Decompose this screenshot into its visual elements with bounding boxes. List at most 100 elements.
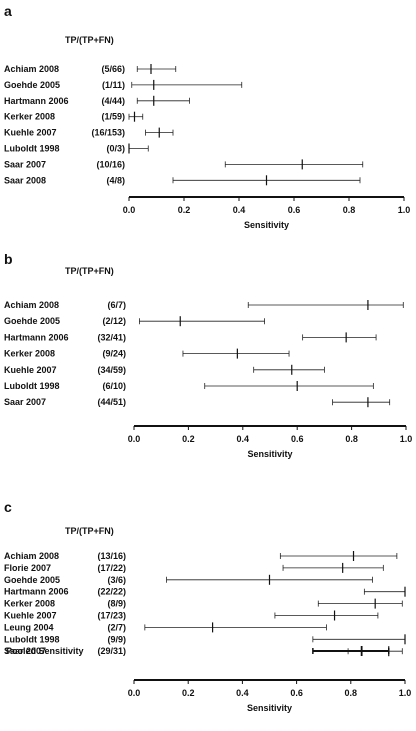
- study-name: Kuehle 2007: [4, 365, 57, 375]
- study-count: (9/9): [107, 634, 126, 644]
- x-tick-label: 0.8: [345, 434, 358, 444]
- study-count: (17/23): [97, 611, 126, 621]
- study-name: Kerker 2008: [4, 112, 55, 122]
- study-name: Achiam 2008: [4, 551, 59, 561]
- x-axis: 0.0 0.2 0.4 0.6 0.8 1.0 Sensitivity: [128, 425, 413, 459]
- study-row: Leung 2004 (2/7): [4, 622, 327, 633]
- study-count: (22/22): [97, 587, 126, 597]
- study-row: Goehde 2005 (3/6): [4, 574, 373, 585]
- x-tick-label: 0.8: [343, 205, 356, 215]
- study-count: (1/59): [101, 112, 125, 122]
- forest-panel-a: a TP/(TP+FN) Achiam 2008 (5/66) Goehde 2005 (…: [4, 3, 410, 230]
- study-row: Hartmann 2006 (32/41): [4, 332, 377, 343]
- x-tick-label: 0.2: [178, 205, 191, 215]
- study-count: (34/59): [97, 365, 126, 375]
- x-axis-title: Sensitivity: [247, 449, 292, 459]
- study-name: Hartmann 2006: [4, 96, 69, 106]
- x-axis: 0.0 0.2 0.4 0.6 0.8 1.0 Sensitivity: [128, 679, 412, 713]
- study-row: Luboldt 1998 (0/3): [4, 143, 149, 154]
- x-tick-label: 0.4: [236, 688, 249, 698]
- x-tick-label: 0.8: [345, 688, 358, 698]
- pooled-row: Pooled Sensitivity: [6, 646, 390, 656]
- study-count: (6/10): [102, 381, 126, 391]
- x-axis: 0.0 0.2 0.4 0.6 0.8 1.0 Sensitivity: [123, 196, 411, 230]
- study-name: Hartmann 2006: [4, 587, 69, 597]
- study-count: (10/16): [96, 159, 125, 169]
- forest-panel-b: b TP/(TP+FN) Achiam 2008 (6/7) Goehde 2005 (2…: [4, 251, 412, 459]
- study-row: Kerker 2008 (1/59): [4, 111, 144, 122]
- study-count: (8/9): [107, 599, 126, 609]
- study-row: Kerker 2008 (8/9): [4, 598, 403, 609]
- study-count: (32/41): [97, 332, 126, 342]
- study-row: Saar 2007 (44/51): [4, 397, 391, 408]
- study-row: Hartmann 2006 (4/44): [4, 95, 190, 106]
- study-name: Goehde 2005: [4, 80, 60, 90]
- study-row: Achiam 2008 (5/66): [4, 64, 177, 74]
- study-name: Kerker 2008: [4, 599, 55, 609]
- study-row: Saar 2008 (4/8): [4, 175, 361, 186]
- study-name: Achiam 2008: [4, 64, 59, 74]
- study-row: Kerker 2008 (9/24): [4, 348, 290, 359]
- study-name: Kuehle 2007: [4, 611, 57, 621]
- study-name: Achiam 2008: [4, 300, 59, 310]
- study-name: Saar 2008: [4, 175, 46, 185]
- x-tick-label: 1.0: [400, 434, 413, 444]
- study-row: Luboldt 1998 (6/10): [4, 381, 374, 391]
- study-row: Luboldt 1998 (9/9): [4, 634, 406, 645]
- study-name: Luboldt 1998: [4, 634, 60, 644]
- x-axis-title: Sensitivity: [247, 703, 292, 713]
- x-tick-label: 0.2: [182, 434, 195, 444]
- x-tick-label: 1.0: [399, 688, 412, 698]
- study-name: Luboldt 1998: [4, 381, 60, 391]
- forest-panel-c: cTP/(TP+FN)Achiam 2008 (13/16)Florie 2007…: [4, 499, 411, 713]
- study-count: (6/7): [107, 300, 126, 310]
- study-row: Kuehle 2007 (17/23): [4, 610, 379, 621]
- x-tick-label: 0.2: [182, 688, 195, 698]
- study-name: Saar 2007: [4, 397, 46, 407]
- study-row: Hartmann 2006 (22/22): [4, 586, 406, 597]
- study-count: (4/44): [101, 96, 125, 106]
- panel-letter: c: [4, 499, 12, 515]
- study-name: Florie 2007: [4, 563, 51, 573]
- x-tick-label: 0.4: [233, 205, 246, 215]
- study-row: Goehde 2005 (1/11): [4, 79, 243, 90]
- study-count: (2/12): [102, 316, 126, 326]
- study-row: Florie 2007 (17/22): [4, 562, 384, 573]
- study-count: (3/6): [107, 575, 126, 585]
- study-count: (0/3): [106, 144, 125, 154]
- panel-letter: b: [4, 251, 13, 267]
- study-count: (9/24): [102, 349, 126, 359]
- study-row: Saar 2007 (10/16): [4, 159, 364, 170]
- x-axis-title: Sensitivity: [244, 220, 289, 230]
- study-row: Goehde 2005 (2/12): [4, 316, 265, 327]
- study-count: (44/51): [97, 397, 126, 407]
- study-count: (16/153): [91, 128, 125, 138]
- x-tick-label: 0.0: [128, 434, 141, 444]
- study-name: Goehde 2005: [4, 316, 60, 326]
- panel-letter: a: [4, 3, 12, 19]
- study-name: Saar 2007: [4, 646, 46, 656]
- column-header: TP/(TP+FN): [65, 266, 114, 276]
- study-count: (2/7): [107, 622, 126, 632]
- study-name: Saar 2007: [4, 159, 46, 169]
- study-count: (29/31): [97, 646, 126, 656]
- x-tick-label: 1.0: [398, 205, 411, 215]
- x-tick-label: 0.4: [237, 434, 250, 444]
- x-tick-label: 0.6: [290, 688, 303, 698]
- study-name: Kerker 2008: [4, 349, 55, 359]
- study-row: Achiam 2008 (6/7): [4, 300, 404, 310]
- column-header: TP/(TP+FN): [65, 35, 114, 45]
- study-name: Goehde 2005: [4, 575, 60, 585]
- study-name: Leung 2004: [4, 622, 54, 632]
- study-count: (17/22): [97, 563, 126, 573]
- study-count: (4/8): [106, 175, 125, 185]
- study-name: Luboldt 1998: [4, 144, 60, 154]
- study-count: (5/66): [101, 64, 125, 74]
- study-count: (1/11): [102, 80, 125, 90]
- study-row: Achiam 2008 (13/16): [4, 551, 398, 561]
- pooled-label: Pooled Sensitivity: [6, 646, 84, 656]
- study-name: Hartmann 2006: [4, 332, 69, 342]
- x-tick-label: 0.6: [291, 434, 304, 444]
- study-name: Kuehle 2007: [4, 128, 57, 138]
